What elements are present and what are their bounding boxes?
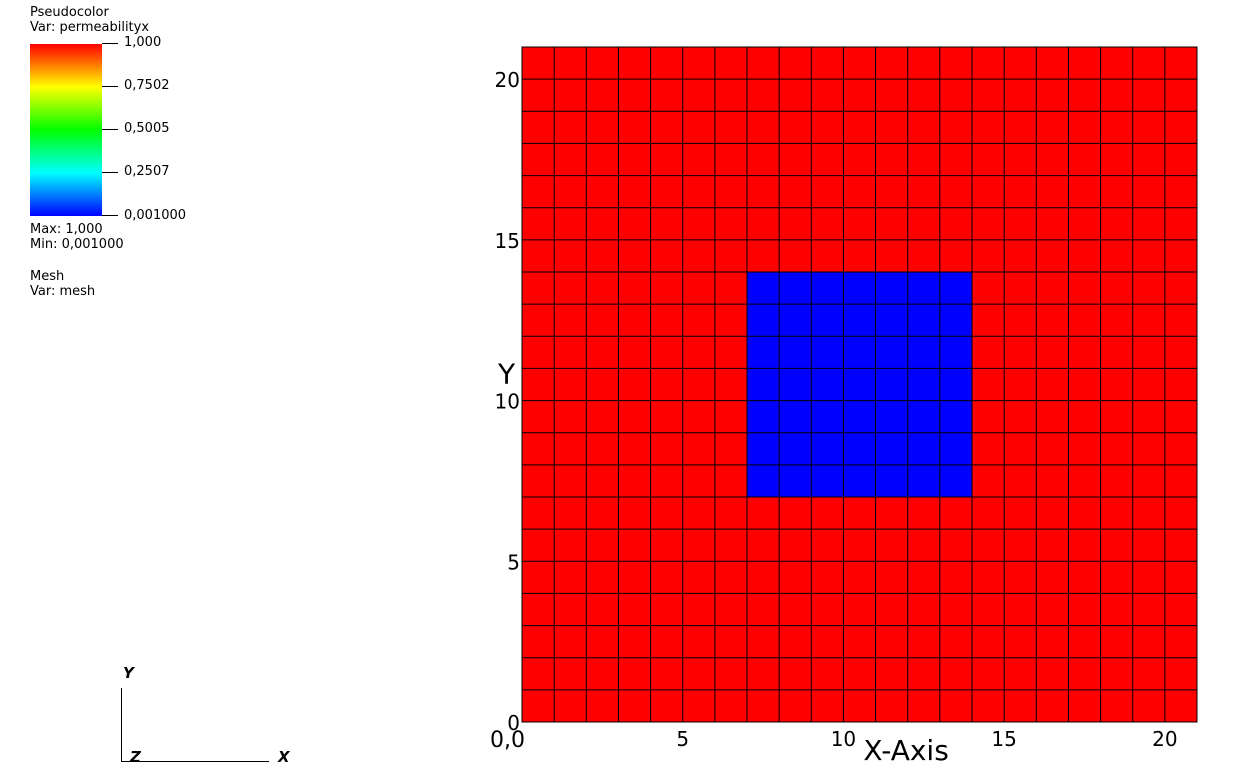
colorbar-tick <box>102 86 118 87</box>
origin-overlap-label: 0,0 <box>490 728 525 753</box>
colorbar <box>30 44 102 216</box>
colorbar-tick <box>102 129 118 130</box>
y-tick-label: 10 <box>495 390 520 414</box>
y-axis-title: Y <box>497 358 516 391</box>
colorbar-tick <box>102 215 118 216</box>
y-tick-label: 5 <box>507 550 520 574</box>
triad-x-axis-line <box>121 761 269 762</box>
legend-max: Max: 1,000 <box>30 222 103 237</box>
x-axis-title: X-Axis <box>863 734 948 767</box>
y-tick-label: 0 <box>507 711 520 735</box>
legend-variable: Var: permeabilityx <box>30 20 150 35</box>
triad-y-axis-line <box>121 688 122 762</box>
y-tick-label: 15 <box>495 229 520 253</box>
colorbar-label: 0,2507 <box>124 164 170 179</box>
colorbar-label-min: 0,001000 <box>124 208 187 223</box>
colorbar-tick <box>102 172 118 173</box>
colorbar-label: 0,5005 <box>124 121 170 136</box>
colorbar-label: 0,7502 <box>124 78 170 93</box>
plot-frame <box>521 46 1198 723</box>
triad-z-label: Z <box>130 748 141 766</box>
triad-y-label: Y <box>123 664 134 682</box>
low-permeability-region <box>747 272 972 497</box>
legend-plot-type: Pseudocolor <box>30 5 109 20</box>
legend-mesh-title: Mesh <box>30 269 65 284</box>
x-tick-label: 20 <box>1152 727 1177 751</box>
colorbar-tick <box>102 43 118 44</box>
x-tick-label: 10 <box>831 727 856 751</box>
legend-mesh-variable: Var: mesh <box>30 284 96 299</box>
legend-min: Min: 0,001000 <box>30 237 124 252</box>
x-tick-label: 15 <box>991 727 1016 751</box>
x-tick-label: 5 <box>676 727 689 751</box>
triad-x-label: X <box>278 748 290 766</box>
colorbar-label-max: 1,000 <box>124 35 162 50</box>
y-tick-label: 20 <box>495 68 520 92</box>
